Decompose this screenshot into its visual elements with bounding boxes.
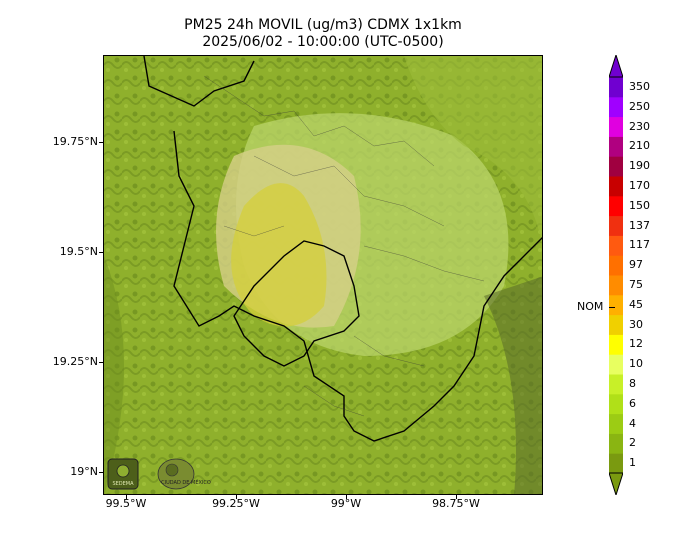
colorbar-segment <box>609 275 623 296</box>
colorbar-label: 6 <box>629 396 636 410</box>
cdmx-border <box>233 240 360 367</box>
lon-label: 99.25°W <box>212 497 260 510</box>
colorbar-label: 150 <box>629 198 650 212</box>
colorbar-segment <box>609 116 623 137</box>
colorbar-segment <box>609 195 623 217</box>
colorbar-segment <box>609 393 623 415</box>
colorbar-label: 45 <box>629 297 643 311</box>
title-line-2: 2025/06/02 - 10:00:00 (UTC-0500) <box>202 34 444 50</box>
lat-label: 19.75°N <box>52 135 98 148</box>
colorbar-segment <box>609 96 623 118</box>
state-border <box>143 56 255 107</box>
colorbar-label: 250 <box>629 99 650 113</box>
colorbar-label: 137 <box>629 218 650 232</box>
sedema-logo: SEDEMA <box>107 458 139 490</box>
chart-title: PM25 24h MOVIL (ug/m3) CDMX 1x1km 2025/0… <box>103 17 543 51</box>
colorbar-label: 97 <box>629 258 643 272</box>
colorbar-label: 230 <box>629 119 650 133</box>
colorbar-min-arrow <box>609 472 623 495</box>
colorbar-segment <box>609 136 623 157</box>
lon-tick <box>346 495 347 499</box>
colorbar-segment <box>609 433 623 454</box>
municipal-borders <box>203 75 485 417</box>
title-line-1: PM25 24h MOVIL (ug/m3) CDMX 1x1km <box>184 17 462 33</box>
lon-tick <box>236 495 237 499</box>
se-terrain <box>484 276 542 494</box>
lat-label: 19°N <box>70 465 98 478</box>
colorbar-label: 210 <box>629 139 650 153</box>
colorbar-label: 4 <box>629 416 636 430</box>
colorbar-label: 1 <box>629 456 636 470</box>
lon-label: 99.5°W <box>105 497 147 510</box>
lon-label: 99°W <box>330 497 362 510</box>
lat-tick <box>99 252 103 253</box>
nom-tick <box>609 307 615 308</box>
colorbar-segment <box>609 334 623 355</box>
colorbar-label: 30 <box>629 317 643 331</box>
colorbar-segment <box>609 215 623 236</box>
lat-tick <box>99 472 103 473</box>
colorbar-max-arrow <box>609 55 623 78</box>
state-border <box>173 130 542 442</box>
w-terrain <box>104 256 124 494</box>
cdmx-logo-text: CIUDAD DE MÉXICO <box>161 478 211 486</box>
colorbar-segment <box>609 374 623 395</box>
colorbar-label: 8 <box>629 376 636 390</box>
colorbar-label: 2 <box>629 436 636 450</box>
map-canvas: SEDEMA CIUDAD DE MÉXICO <box>104 56 542 494</box>
colorbar-segment <box>609 453 623 474</box>
colorbar-segment <box>609 235 623 256</box>
lat-label: 19.5°N <box>59 245 98 258</box>
lon-tick <box>456 495 457 499</box>
lon-tick <box>126 495 127 499</box>
nom-label: NOM <box>577 300 604 313</box>
colorbar-segment <box>609 156 623 177</box>
lat-tick <box>99 142 103 143</box>
lon-label: 98.75°W <box>432 497 480 510</box>
colorbar-segment <box>609 354 623 375</box>
colorbar-segment <box>609 314 623 335</box>
colorbar <box>609 55 623 495</box>
colorbar-label: 75 <box>629 277 643 291</box>
colorbar-label: 10 <box>629 357 643 371</box>
sedema-logo-text: SEDEMA <box>112 481 134 487</box>
colorbar-segment <box>609 413 623 434</box>
lat-label: 19.25°N <box>52 355 98 368</box>
colorbar-segment <box>609 77 623 98</box>
highest-zone <box>231 183 327 327</box>
colorbar-label: 190 <box>629 159 650 173</box>
colorbar-label: 117 <box>629 238 650 252</box>
pm25-map: SEDEMA CIUDAD DE MÉXICO <box>103 55 543 495</box>
colorbar-segment <box>609 255 623 276</box>
colorbar-label: 12 <box>629 337 643 351</box>
colorbar-label: 350 <box>629 79 650 93</box>
colorbar-segment <box>609 294 623 316</box>
colorbar-label: 170 <box>629 178 650 192</box>
lat-tick <box>99 362 103 363</box>
colorbar-segment <box>609 176 623 197</box>
ne-terrain <box>404 56 542 244</box>
cdmx-logo: CIUDAD DE MÉXICO <box>157 458 211 490</box>
